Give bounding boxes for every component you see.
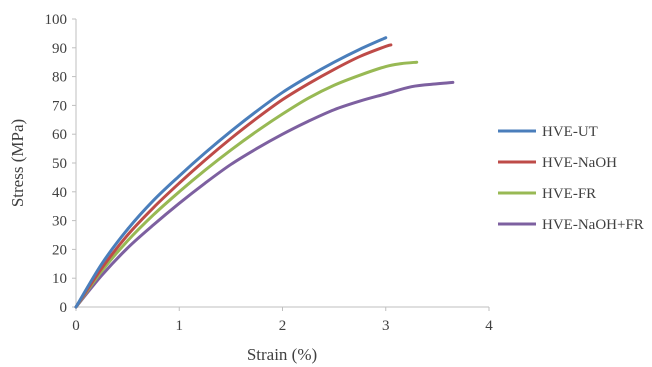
legend-label-hve-fr: HVE-FR	[542, 186, 596, 202]
x-axis-ticks: 0 1 2 3 4	[72, 307, 493, 334]
x-axis-title: Strain (%)	[247, 345, 317, 364]
series-line-hve-ut	[74, 36, 388, 309]
y-axis-title: Stress (MPa)	[8, 119, 27, 207]
y-tick-label: 30	[52, 214, 67, 230]
x-tick-label: 0	[72, 318, 80, 334]
x-tick-label: 4	[485, 318, 493, 334]
y-tick-label: 80	[52, 70, 67, 86]
series-layer	[74, 36, 455, 309]
y-tick-label: 0	[60, 300, 68, 316]
y-tick-label: 50	[52, 156, 67, 172]
y-tick-label: 20	[52, 242, 67, 258]
x-tick-label: 1	[176, 318, 184, 334]
legend-label-hve-naoh: HVE-NaOH	[542, 155, 617, 171]
x-tick-label: 2	[279, 318, 287, 334]
y-tick-label: 60	[52, 127, 67, 143]
x-tick-label: 3	[382, 318, 390, 334]
y-tick-label: 10	[52, 271, 67, 287]
legend: HVE-UT HVE-NaOH HVE-FR HVE-NaOH+FR	[498, 124, 644, 233]
series-line-hve-naoh-fr	[74, 80, 455, 309]
y-tick-label: 40	[52, 185, 67, 201]
y-axis-ticks: 0 10 20 30 40 50 60 70 80 90 100	[45, 12, 76, 316]
legend-label-hve-ut: HVE-UT	[542, 124, 598, 140]
series-line-hve-naoh	[74, 43, 393, 309]
y-tick-label: 100	[45, 12, 68, 28]
series-line-hve-fr	[74, 60, 419, 309]
legend-label-hve-naoh-fr: HVE-NaOH+FR	[542, 217, 644, 233]
y-tick-label: 70	[52, 98, 67, 114]
y-tick-label: 90	[52, 41, 67, 57]
